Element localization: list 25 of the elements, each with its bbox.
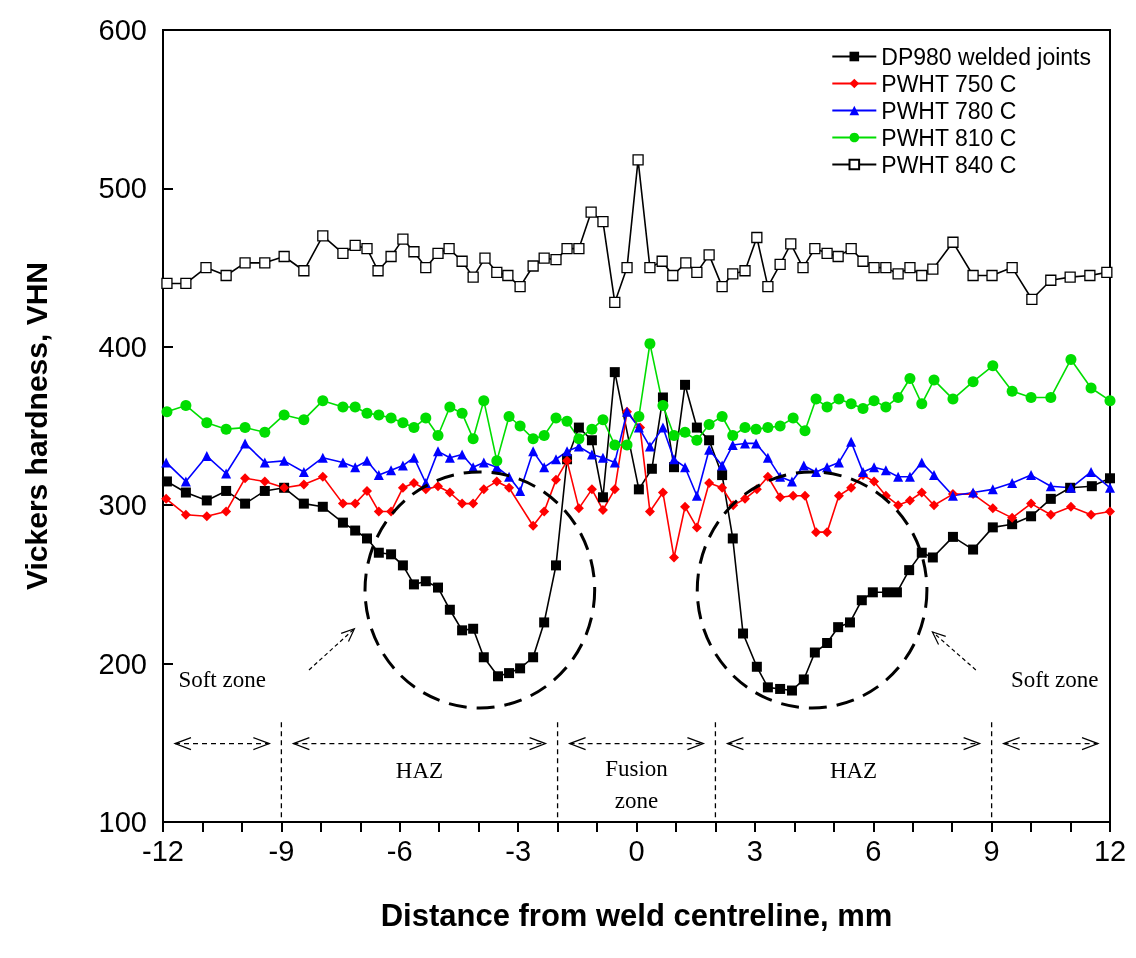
legend-label: DP980 welded joints [881,43,1091,70]
y-tick-label: 500 [98,172,147,205]
annotation: HAZ [395,757,444,783]
x-tick-label: -9 [268,834,295,867]
legend-label: PWHT 780 C [881,97,1017,124]
legend-label: PWHT 810 C [881,124,1017,151]
y-tick-label: 600 [98,14,147,46]
annotation: Soft zone [178,666,266,692]
annotation: Fusion zone [605,755,669,813]
x-tick-label: 3 [746,834,763,867]
x-tick-label: 6 [865,834,882,867]
x-tick-label: -3 [505,834,532,867]
annotation: Soft zone [1011,666,1099,692]
y-tick-label: 200 [98,647,147,680]
y-tick-label: 300 [98,489,147,522]
x-tick-label: -6 [386,834,413,867]
legend-label: PWHT 840 C [881,151,1017,178]
x-tick-label: 12 [1093,834,1127,867]
x-tick-label: 9 [983,834,1000,867]
x-axis-title: Distance from weld centreline, mm [380,898,893,933]
y-axis-title: Vickers hardness, VHN [19,262,53,590]
legend-label: PWHT 750 C [881,70,1017,97]
annotation: HAZ [829,757,878,783]
x-tick-label: 0 [628,834,645,867]
y-tick-label: 400 [98,330,147,363]
